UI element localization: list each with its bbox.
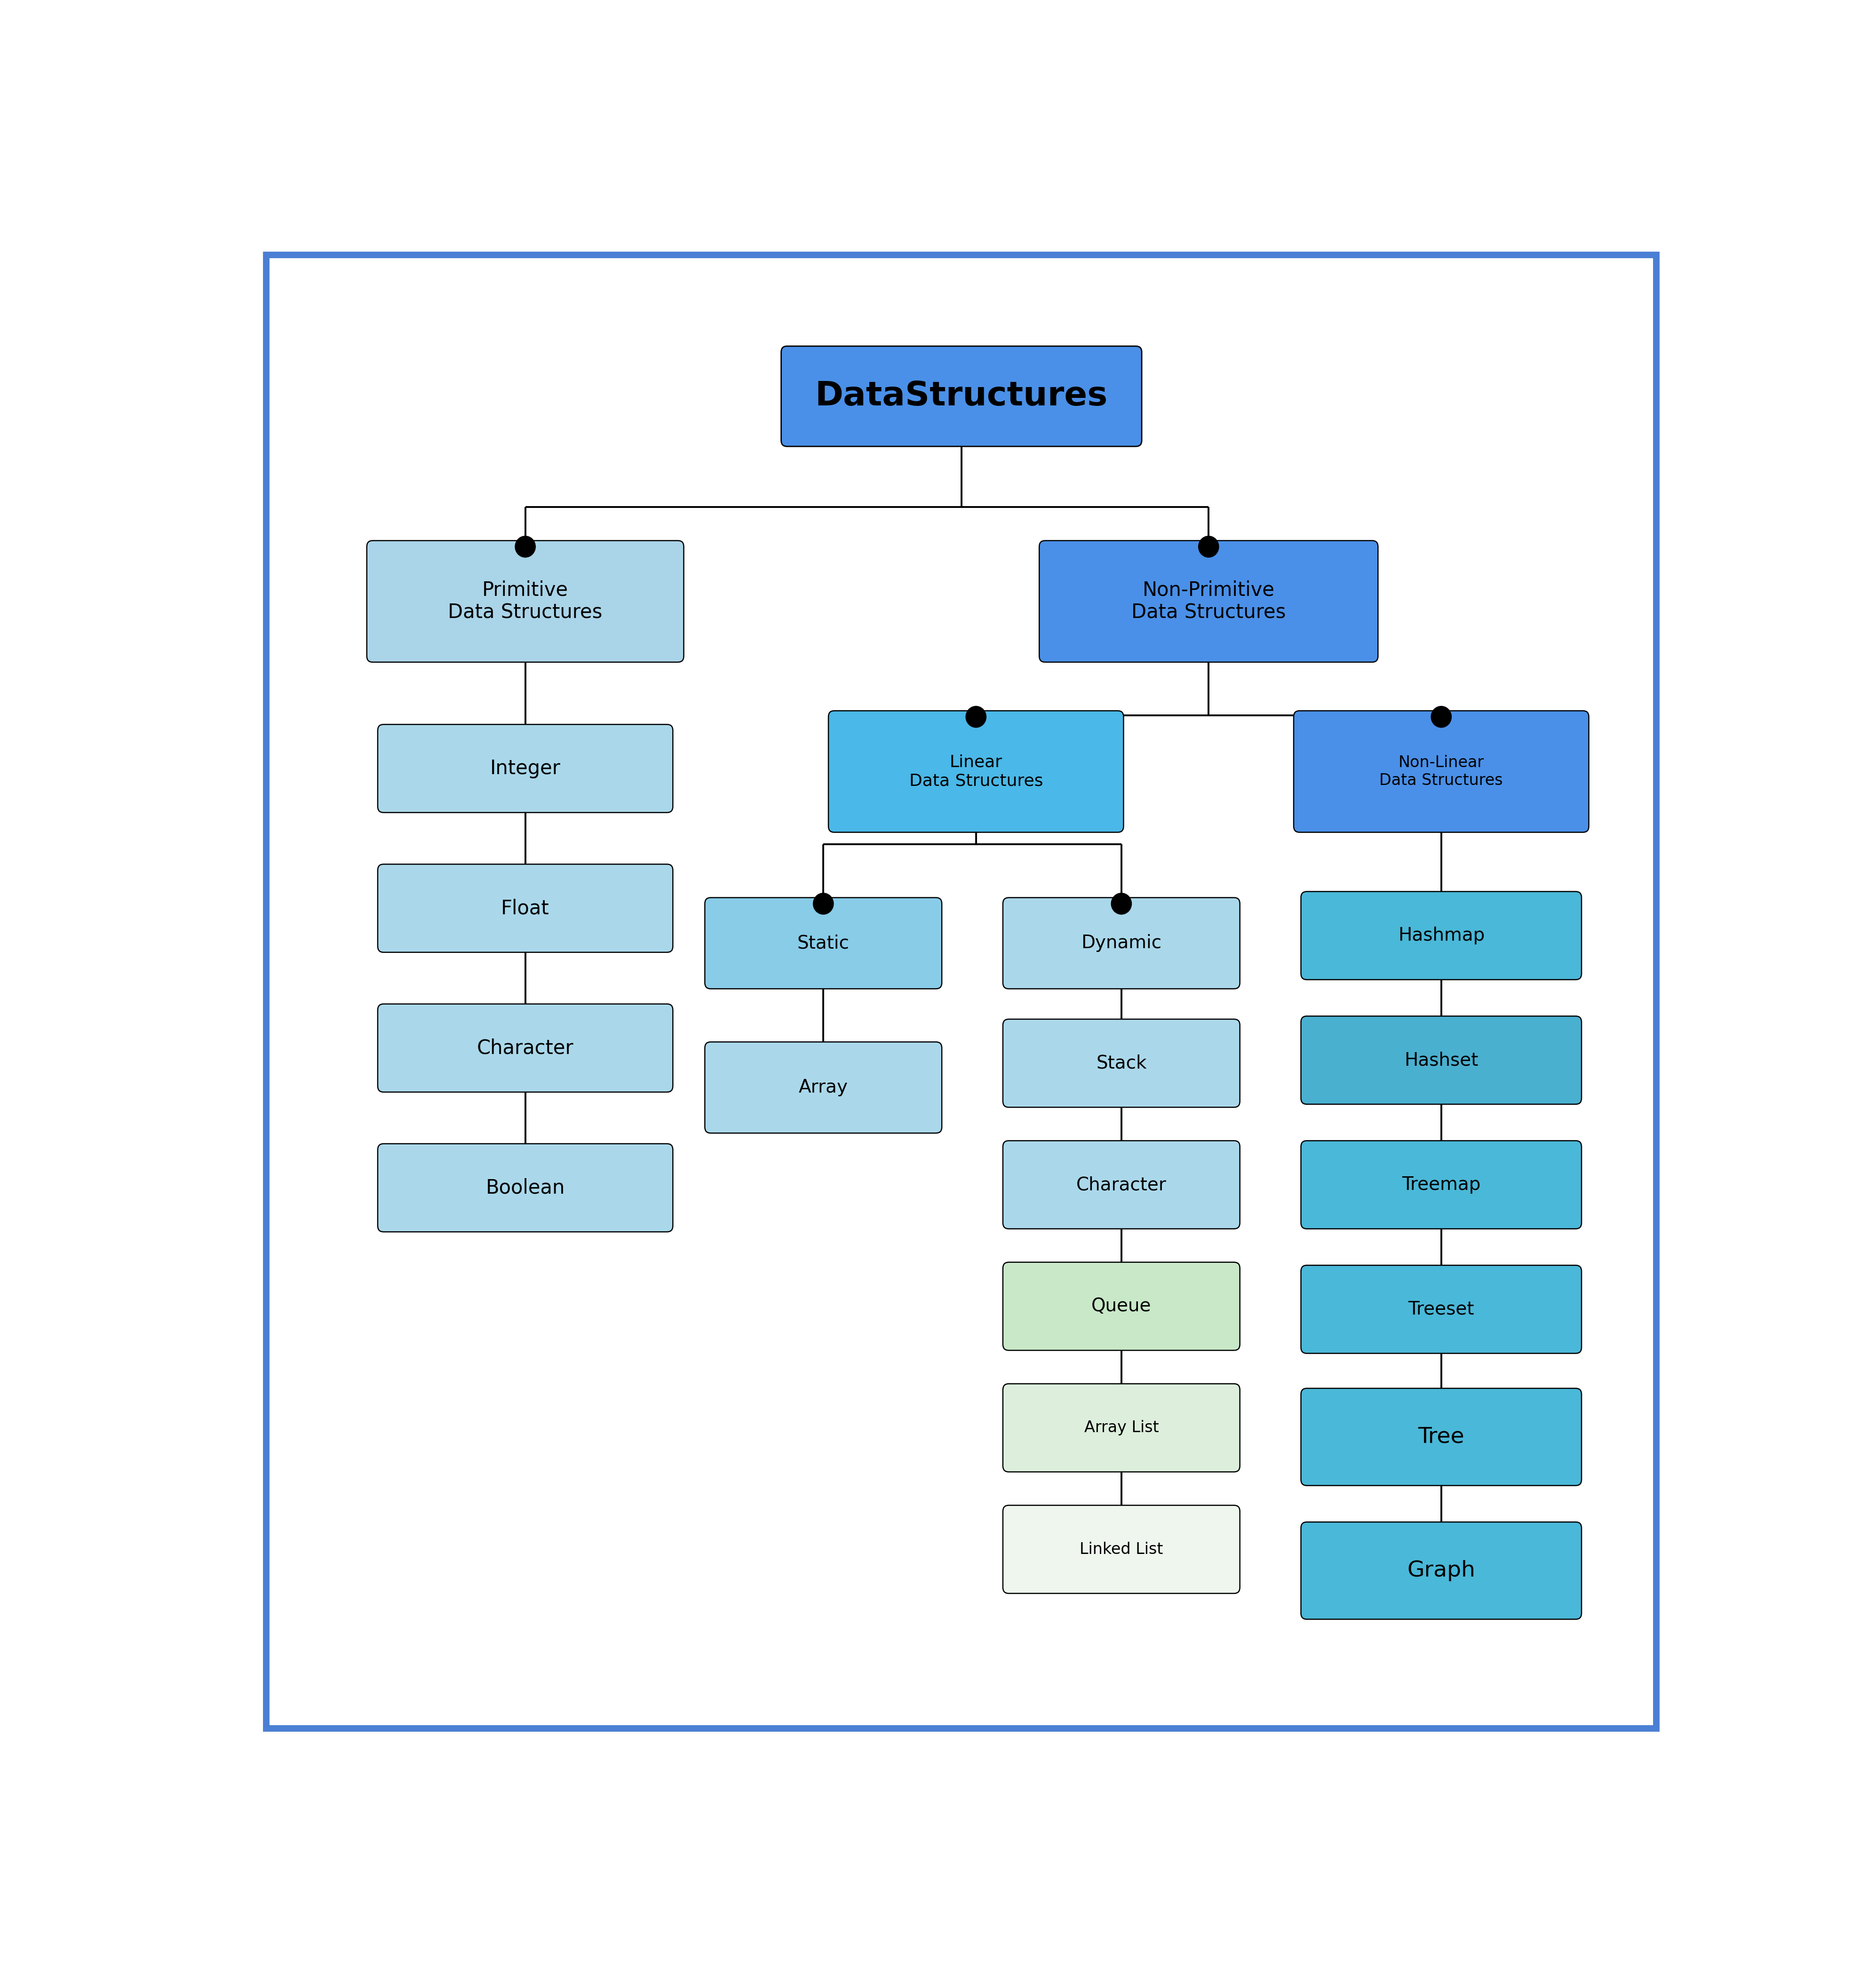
FancyBboxPatch shape [705, 1042, 942, 1133]
Text: Static: Static [797, 935, 850, 953]
FancyBboxPatch shape [1294, 710, 1589, 833]
FancyBboxPatch shape [1004, 1263, 1240, 1350]
Text: DataStructures: DataStructures [814, 381, 1109, 412]
Circle shape [516, 537, 535, 556]
FancyBboxPatch shape [1004, 1383, 1240, 1472]
Circle shape [966, 706, 987, 728]
Text: Character: Character [1077, 1176, 1167, 1194]
FancyBboxPatch shape [1004, 898, 1240, 988]
Text: Character: Character [477, 1038, 574, 1058]
Circle shape [1431, 706, 1452, 728]
FancyBboxPatch shape [780, 345, 1142, 446]
FancyBboxPatch shape [377, 724, 673, 813]
Text: Graph: Graph [1407, 1561, 1475, 1580]
FancyBboxPatch shape [1300, 1016, 1581, 1105]
Text: Primitive
Data Structures: Primitive Data Structures [448, 580, 602, 623]
FancyBboxPatch shape [1004, 1140, 1240, 1229]
FancyBboxPatch shape [705, 898, 942, 988]
Text: Boolean: Boolean [486, 1178, 565, 1198]
FancyBboxPatch shape [1300, 1521, 1581, 1620]
FancyBboxPatch shape [1300, 892, 1581, 981]
Text: Hashset: Hashset [1405, 1052, 1478, 1069]
Text: Integer: Integer [490, 758, 561, 779]
FancyBboxPatch shape [1004, 1505, 1240, 1594]
Text: Float: Float [501, 898, 550, 917]
Circle shape [1111, 894, 1131, 913]
FancyBboxPatch shape [829, 710, 1124, 833]
Text: Linked List: Linked List [1081, 1541, 1163, 1557]
FancyBboxPatch shape [377, 864, 673, 953]
FancyBboxPatch shape [266, 255, 1657, 1728]
FancyBboxPatch shape [368, 541, 683, 663]
Circle shape [812, 894, 833, 913]
FancyBboxPatch shape [377, 1144, 673, 1231]
FancyBboxPatch shape [1300, 1265, 1581, 1353]
FancyBboxPatch shape [1039, 541, 1379, 663]
Text: Stack: Stack [1096, 1054, 1146, 1071]
Text: Queue: Queue [1092, 1298, 1152, 1316]
FancyBboxPatch shape [377, 1004, 673, 1093]
FancyBboxPatch shape [1300, 1140, 1581, 1229]
Text: Non-Primitive
Data Structures: Non-Primitive Data Structures [1131, 580, 1285, 623]
Circle shape [1199, 537, 1219, 556]
Text: Array List: Array List [1084, 1421, 1159, 1436]
Text: Treemap: Treemap [1401, 1176, 1480, 1194]
Text: Non-Linear
Data Structures: Non-Linear Data Structures [1379, 756, 1503, 789]
FancyBboxPatch shape [1004, 1020, 1240, 1107]
Text: Treeset: Treeset [1409, 1300, 1475, 1318]
Text: Dynamic: Dynamic [1081, 935, 1161, 953]
Text: Linear
Data Structures: Linear Data Structures [910, 754, 1043, 789]
Text: Tree: Tree [1418, 1426, 1465, 1448]
Text: Array: Array [799, 1079, 848, 1097]
FancyBboxPatch shape [1300, 1389, 1581, 1486]
Text: Hashmap: Hashmap [1398, 927, 1484, 945]
